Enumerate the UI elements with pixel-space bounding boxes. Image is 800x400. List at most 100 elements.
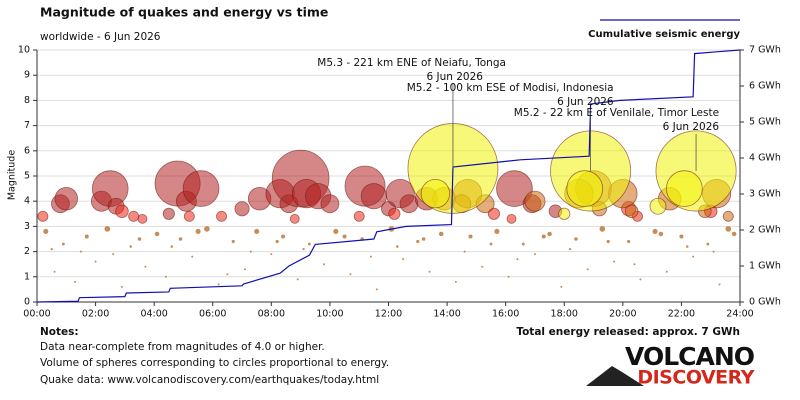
annotation-text: M5.2 - 100 km ESE of Modisi, Indonesia: [407, 82, 614, 94]
quake-bubble: [468, 234, 473, 239]
quake-bubble: [375, 288, 378, 291]
y-tick-label: 7: [24, 120, 30, 131]
quake-bubble: [649, 197, 667, 215]
quake-bubble: [243, 268, 246, 271]
quake-bubble: [658, 231, 664, 237]
quake-bubble: [195, 228, 201, 234]
quake-bubble: [524, 190, 546, 212]
y-tick-label: 5: [24, 171, 30, 182]
quake-bubble: [50, 247, 53, 251]
y2-tick-label: 3 GWh: [749, 189, 781, 200]
y-tick-label: 0: [24, 297, 30, 308]
quake-bubble: [718, 283, 721, 286]
x-tick-label: 22:00: [668, 309, 695, 320]
annotation-date: 6 Jun 2026: [557, 96, 614, 108]
quake-bubble: [639, 278, 642, 281]
quake-bubble: [722, 210, 734, 222]
legend-label: Cumulative seismic energy: [588, 29, 740, 40]
quake-bubble: [494, 228, 500, 234]
quake-bubble: [333, 228, 339, 234]
quake-bubble: [666, 170, 703, 207]
quake-bubble: [369, 255, 372, 258]
quake-bubble: [61, 242, 65, 246]
note-line: Data near-complete from magnitudes of 4.…: [40, 341, 325, 353]
quake-bubble: [558, 207, 571, 220]
annotation-date: 6 Jun 2026: [426, 71, 483, 83]
quake-bubble: [217, 283, 220, 286]
y2-tick-label: 1 GWh: [749, 261, 781, 272]
quake-bubble: [438, 231, 444, 237]
quake-bubble: [162, 207, 175, 220]
chart-title: Magnitude of quakes and energy vs time: [40, 5, 328, 20]
quake-bubble: [104, 226, 111, 232]
quake-bubble: [84, 234, 89, 239]
quake-bubble: [182, 170, 220, 207]
quake-bubble: [487, 207, 501, 220]
annotation-text: M5.3 - 221 km ENE of Neiafu, Tonga: [317, 57, 506, 69]
quake-bubble: [507, 275, 510, 278]
quake-bubble: [231, 239, 235, 244]
quake-bubble: [541, 234, 546, 239]
quake-bubble: [137, 213, 148, 224]
quake-bubble: [129, 245, 133, 248]
quake-bubble: [128, 210, 140, 222]
quake-bubble: [560, 285, 563, 288]
quake-bubble: [416, 239, 420, 244]
x-tick-label: 12:00: [375, 309, 402, 320]
note-line: Quake data: www.volcanodiscovery.com/ear…: [40, 374, 379, 386]
quake-bubble: [706, 242, 710, 246]
quake-bubble: [633, 263, 636, 266]
logo-discovery: DISCOVERY: [637, 367, 754, 389]
quake-bubble: [547, 231, 552, 237]
quake-bubble: [275, 239, 279, 244]
annotation-date: 6 Jun 2026: [663, 121, 720, 133]
quake-bubble: [112, 253, 115, 256]
y2-tick-label: 4 GWh: [749, 153, 781, 164]
quake-bubble: [281, 234, 286, 239]
y-tick-label: 10: [18, 45, 30, 56]
energy-line: [36, 49, 741, 303]
quake-bubble: [652, 228, 658, 234]
quake-bubble: [254, 228, 260, 234]
quake-bubble: [249, 250, 252, 253]
total-energy: Total energy released: approx. 7 GWh: [516, 326, 740, 338]
quake-bubble: [599, 226, 606, 232]
quake-bubble: [420, 179, 450, 209]
quake-bubble: [568, 247, 572, 251]
quake-bubble: [43, 228, 49, 234]
quake-bubble: [353, 210, 365, 222]
quake-bubble: [53, 270, 56, 273]
quake-bubble: [289, 213, 300, 224]
quake-bubble: [396, 245, 399, 248]
y2-tick-label: 2 GWh: [749, 225, 781, 236]
quake-bubble: [481, 265, 484, 268]
quake-bubble: [496, 170, 533, 207]
quake-bubble: [624, 204, 639, 219]
x-tick-label: 18:00: [551, 309, 578, 320]
quake-bubble: [421, 237, 426, 241]
quake-bubble: [296, 278, 299, 281]
x-tick-label: 24:00: [726, 309, 753, 320]
y2-tick-label: 0 GWh: [749, 297, 781, 308]
quake-bubble: [137, 237, 142, 241]
note-line: Volume of spheres corresponding to circl…: [40, 357, 389, 369]
quake-bubble: [74, 280, 77, 283]
quake-bubble: [533, 253, 536, 256]
y-tick-label: 9: [24, 70, 30, 81]
quake-bubble: [37, 210, 49, 222]
quake-bubble: [115, 204, 129, 219]
quake-bubble: [686, 245, 689, 248]
quake-bubble: [516, 258, 519, 261]
quake-bubble: [574, 237, 578, 241]
quake-bubble: [388, 207, 401, 220]
x-tick-label: 10:00: [316, 309, 343, 320]
quake-bubble: [342, 234, 347, 239]
annotation-text: M5.2 - 22 km E of Venilale, Timor Leste: [514, 107, 719, 119]
quake-bubble: [204, 226, 210, 232]
y-tick-label: 2: [24, 246, 30, 257]
y-tick-label: 8: [24, 95, 30, 106]
quake-bubble: [320, 194, 340, 214]
quake-bubble: [712, 250, 715, 253]
quake-bubble: [692, 255, 695, 258]
